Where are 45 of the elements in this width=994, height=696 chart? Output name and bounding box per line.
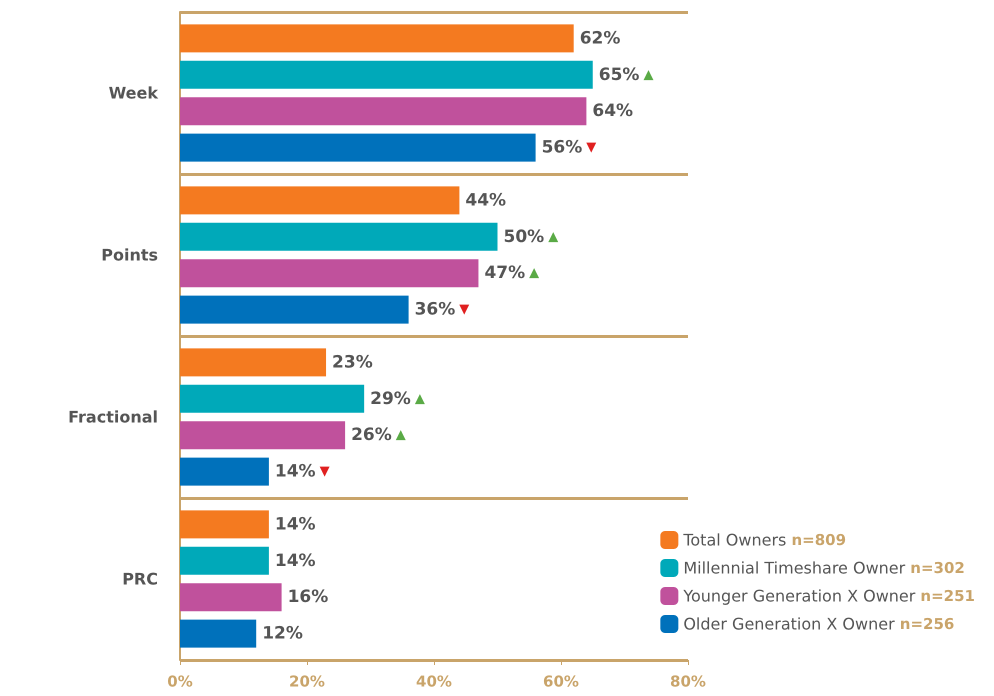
data-label: 29% ▲ <box>370 388 425 409</box>
bar <box>180 259 478 288</box>
y-tick-label: PRC <box>122 570 158 588</box>
x-tick-label: 0% <box>167 672 193 690</box>
data-label: 36% ▼ <box>414 300 470 320</box>
legend-label: Total Owners n=809 <box>682 530 846 550</box>
x-tick-label: 40% <box>416 672 452 690</box>
bar <box>180 97 586 126</box>
data-label: 14% ▼ <box>274 462 330 482</box>
data-label: 16% <box>288 587 328 608</box>
bar <box>180 186 460 214</box>
data-label: 14% <box>274 514 316 534</box>
bar <box>180 620 256 648</box>
y-tick-label: Week <box>108 84 158 102</box>
bar <box>180 222 498 251</box>
bar <box>180 458 269 486</box>
bar <box>180 296 409 324</box>
legend-label: Older Generation X Owner n=256 <box>683 614 954 634</box>
data-label: 64% <box>592 101 634 122</box>
bar <box>180 546 269 575</box>
data-label: 23% <box>332 352 373 372</box>
data-label: 50% ▲ <box>504 226 558 247</box>
data-label: 65% ▲ <box>598 64 654 85</box>
bar <box>180 384 364 413</box>
bar <box>180 60 593 89</box>
data-label: 62% <box>580 28 620 48</box>
y-tick-label: Fractional <box>68 408 158 426</box>
y-tick-label: Points <box>101 246 158 264</box>
data-label: 47% ▲ <box>484 263 540 284</box>
bar <box>180 583 282 612</box>
bar <box>180 348 326 376</box>
data-label: 12% <box>262 624 303 644</box>
x-tick-label: 60% <box>543 672 579 690</box>
legend-label: Millennial Timeshare Owner n=302 <box>683 558 965 578</box>
bar <box>180 134 536 162</box>
data-label: 44% <box>465 190 506 210</box>
data-label: 56% ▼ <box>542 138 596 158</box>
data-label: 26% ▲ <box>351 425 406 446</box>
bar <box>180 510 269 538</box>
x-tick-label: 20% <box>289 672 325 690</box>
bar <box>180 24 574 52</box>
legend-label: Younger Generation X Owner n=251 <box>682 586 976 606</box>
x-tick-label: 80% <box>670 672 706 690</box>
data-label: 14% <box>274 550 316 571</box>
bar <box>180 421 346 450</box>
